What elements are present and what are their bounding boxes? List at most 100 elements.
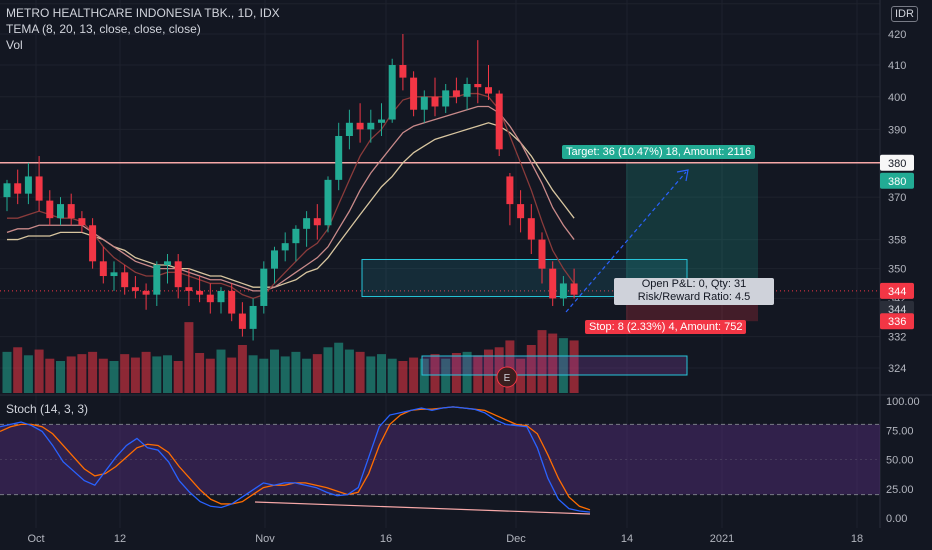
candle: [452, 77, 460, 104]
candle: [238, 302, 246, 337]
volume-bar: [173, 361, 183, 393]
candle-body: [313, 218, 321, 226]
volume-bar: [141, 351, 151, 393]
candle-body: [164, 261, 171, 265]
candle-body: [549, 268, 557, 299]
price-tag-label: 344: [888, 286, 906, 298]
stoch-tick-label: 25.00: [886, 484, 914, 496]
target-zone: [626, 162, 758, 291]
candle-body: [324, 179, 332, 226]
candle: [313, 204, 321, 240]
risk-reward-text: Risk/Reward Ratio: 4.5: [637, 291, 751, 303]
candle-body: [217, 290, 225, 303]
candle: [249, 298, 257, 341]
time-tick-label: Nov: [255, 533, 275, 545]
earnings-marker: E: [496, 366, 518, 388]
candle: [260, 261, 268, 314]
price-tick-label: 324: [888, 363, 906, 375]
price-tag: 336: [880, 313, 914, 330]
target-label[interactable]: Target: 36 (10.47%) 18, Amount: 2116: [562, 145, 756, 159]
volume-bar: [430, 354, 440, 393]
candle: [559, 276, 567, 306]
projection-arrow: [565, 171, 687, 313]
candle: [495, 90, 503, 157]
volume-bar: [387, 358, 397, 393]
candle-body: [388, 65, 396, 120]
volume-bar: [398, 361, 408, 393]
currency-badge[interactable]: IDR: [891, 6, 918, 22]
volume-bar: [344, 349, 354, 393]
candle: [485, 65, 492, 101]
candle-body: [3, 183, 11, 198]
candle-body: [57, 204, 64, 219]
candle: [78, 211, 86, 233]
volume-bar: [537, 330, 547, 393]
candle: [196, 276, 204, 303]
candle-body: [131, 287, 139, 291]
pnl-box[interactable]: Open P&L: 0, Qty: 31 Risk/Reward Ratio: …: [614, 278, 774, 305]
time-tick-label: 2021: [710, 533, 734, 545]
volume-bar: [13, 347, 23, 393]
volume-bar: [77, 354, 87, 393]
stoch-pane: 100.00 75.00 50.00 25.00 0.00: [0, 396, 920, 525]
volume-bar: [291, 351, 301, 393]
price-tick-label: 420: [888, 29, 906, 41]
stoch-tick-label: 100.00: [886, 396, 920, 408]
candles: [3, 34, 578, 341]
candle: [527, 204, 535, 255]
price-tick-label: 358: [888, 235, 906, 247]
volume-bar: [163, 355, 172, 393]
candle-body: [238, 313, 246, 329]
volume-bar: [441, 358, 451, 393]
tema-fast-line: [7, 92, 575, 300]
volume-bar: [88, 351, 98, 393]
candle: [24, 162, 32, 205]
volume-bar: [366, 356, 376, 393]
volume-series: [2, 322, 579, 393]
price-tag-bg: [880, 300, 914, 317]
volume-bar: [409, 357, 419, 393]
candle: [142, 283, 150, 310]
candle-body: [110, 272, 118, 277]
candle: [164, 254, 171, 284]
price-tick-label: 370: [888, 192, 906, 204]
price-axis: 3243323423503583703803904004104203803803…: [880, 29, 914, 375]
arrow-head: [676, 169, 689, 182]
volume-bar: [237, 345, 247, 393]
volume-bar: [377, 354, 386, 393]
candle-body: [485, 87, 492, 94]
candle: [174, 254, 182, 299]
stop-label[interactable]: Stop: 8 (2.33%) 4, Amount: 752: [585, 320, 747, 334]
volume-bar: [280, 356, 290, 393]
candle: [517, 190, 525, 233]
volume-bar: [312, 354, 322, 393]
volume-bar: [109, 361, 119, 393]
price-tag-label: 380: [888, 158, 906, 170]
candle: [303, 211, 311, 247]
candle-body: [410, 77, 418, 110]
candle: [324, 176, 332, 233]
candle: [570, 268, 578, 299]
candle: [217, 287, 225, 314]
volume-bar: [216, 349, 226, 393]
candle: [442, 83, 450, 113]
price-tag-bg: [880, 154, 914, 171]
candle: [206, 283, 214, 314]
candle: [185, 268, 193, 306]
candle: [121, 264, 129, 295]
candle: [46, 190, 54, 226]
candle-body: [442, 90, 450, 107]
candle: [367, 109, 375, 143]
volume-bar: [473, 355, 483, 393]
candle-body: [206, 294, 214, 303]
vol-legend: Vol: [6, 38, 23, 52]
candle: [538, 232, 546, 284]
candle-body: [559, 283, 567, 299]
earnings-letter: E: [504, 373, 511, 384]
volume-bar: [569, 340, 579, 393]
price-tick-label: 390: [888, 124, 906, 136]
stoch-tick-label: 50.00: [886, 455, 914, 467]
volume-bar: [130, 357, 140, 393]
candle-body: [303, 218, 311, 229]
